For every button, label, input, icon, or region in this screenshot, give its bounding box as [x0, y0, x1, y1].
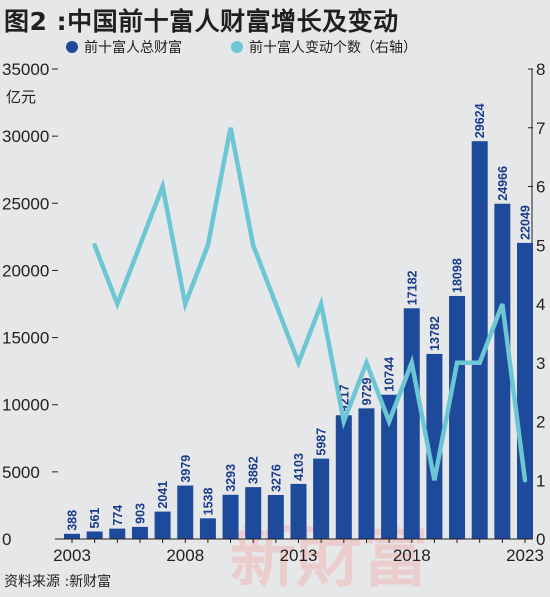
bar — [449, 295, 466, 539]
bar-value-label: 3862 — [247, 456, 261, 484]
right-tick-label: 5 — [536, 236, 545, 255]
left-axis-ticks: 0 5000 10000 15000 20000 25000 30000 35000 — [2, 60, 58, 549]
bar-value-label: 561 — [88, 508, 102, 529]
left-tick-label: 5000 — [2, 463, 40, 482]
bar-value-label: 2041 — [156, 481, 170, 509]
bar — [494, 203, 511, 539]
right-tick-label: 8 — [536, 60, 545, 79]
bar-value-label: 18098 — [451, 258, 465, 293]
legend-line-label: 前十富人变动个数（右轴） — [249, 39, 417, 56]
bar — [109, 528, 126, 539]
bar — [381, 394, 398, 539]
bar — [517, 242, 533, 539]
legend-line-marker — [231, 41, 243, 53]
bar-value-label: 1538 — [201, 487, 215, 515]
bar — [290, 483, 307, 539]
left-tick-label: 30000 — [2, 127, 49, 146]
legend-bar-label: 前十富人总财富 — [84, 39, 182, 56]
bar-labels: 388 561 774 903 2041 3979 1538 3293 3862 3276 4103… — [66, 103, 533, 530]
bar — [313, 458, 330, 539]
bar-value-label: 17182 — [405, 270, 419, 305]
x-tick-label: 2013 — [280, 546, 318, 565]
bar — [222, 494, 239, 539]
bar — [199, 518, 216, 539]
bar-value-label: 13782 — [428, 316, 442, 351]
left-tick-label: 35000 — [2, 60, 49, 79]
bar — [403, 308, 420, 539]
right-tick-label: 2 — [536, 413, 545, 432]
bar-value-label: 3293 — [224, 464, 238, 492]
bar — [426, 353, 443, 539]
bar-value-label: 3276 — [269, 464, 283, 492]
left-tick-label: 20000 — [2, 261, 49, 280]
bar — [358, 408, 375, 539]
line-path — [92, 127, 528, 483]
x-axis: 2003 2008 2013 2018 2023 — [53, 538, 544, 565]
left-tick-label: 10000 — [2, 396, 49, 415]
bar — [86, 531, 103, 539]
right-tick-label: 6 — [536, 178, 545, 197]
legend-bar-marker — [66, 41, 78, 53]
chart-title: 图2 :中国前十富人财富增长及变动 — [4, 7, 399, 36]
left-tick-label: 15000 — [2, 329, 49, 348]
x-tick-label: 2003 — [53, 546, 91, 565]
bar-value-label: 9729 — [360, 377, 374, 405]
bar — [471, 141, 488, 539]
right-tick-label: 0 — [536, 530, 545, 549]
x-tick-label: 2018 — [393, 546, 431, 565]
legend: 前十富人总财富 前十富人变动个数（右轴） — [66, 39, 417, 56]
line-series — [92, 127, 528, 483]
right-tick-label: 1 — [536, 471, 545, 490]
left-tick-label: 25000 — [2, 194, 49, 213]
bar-value-label: 774 — [111, 505, 125, 526]
x-tick-label: 2008 — [166, 546, 204, 565]
bar — [267, 495, 284, 539]
source-note: 资料来源 :新财富 — [4, 574, 112, 590]
bar-value-label: 29624 — [473, 103, 487, 138]
left-tick-label: 0 — [2, 530, 11, 549]
bar — [335, 415, 352, 539]
bars — [64, 141, 533, 539]
bar-value-label: 3979 — [179, 455, 193, 483]
bar-value-label: 388 — [66, 510, 80, 531]
x-tick-label: 2023 — [506, 546, 544, 565]
bar-value-label: 10744 — [383, 357, 397, 392]
bar — [64, 533, 80, 539]
bar-value-label: 4103 — [292, 453, 306, 481]
right-tick-label: 4 — [536, 295, 545, 314]
bar — [177, 485, 194, 539]
bar — [131, 526, 148, 539]
right-tick-label: 3 — [536, 354, 545, 373]
bar-value-label: 22049 — [519, 205, 533, 240]
bar — [154, 511, 171, 539]
right-tick-label: 7 — [536, 119, 545, 138]
bar — [245, 487, 262, 539]
left-axis-unit: 亿元 — [6, 88, 36, 106]
bar-value-label: 903 — [133, 503, 147, 524]
bar-value-label: 5987 — [315, 428, 329, 456]
bar-value-label: 24966 — [496, 166, 510, 201]
